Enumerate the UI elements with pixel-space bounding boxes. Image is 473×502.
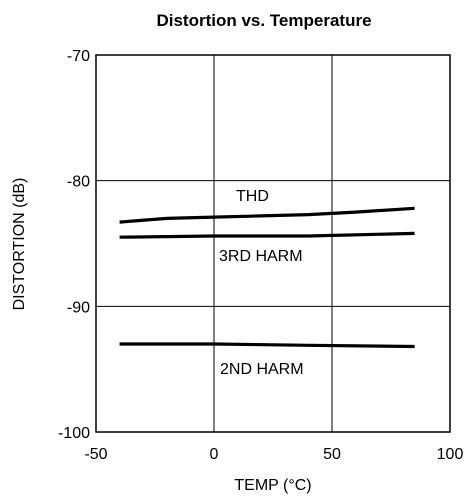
x-tick-labels: -50 0 50 100: [84, 446, 463, 463]
series-line: [119, 206, 415, 224]
y-tick-label: -100: [58, 425, 90, 442]
y-tick-label: -70: [67, 48, 90, 65]
y-tick-label: -90: [67, 299, 90, 316]
y-axis-label: DISTORTION (dB): [11, 178, 28, 311]
series-line: [119, 342, 415, 349]
chart-title: Distortion vs. Temperature: [156, 11, 371, 30]
y-tick-labels: -70 -80 -90 -100: [58, 48, 90, 442]
x-tick-label: 50: [323, 446, 341, 463]
series-label: 2ND HARM: [220, 361, 304, 378]
x-tick-label: 0: [210, 446, 219, 463]
x-tick-label: -50: [84, 446, 107, 463]
series-lines: [119, 206, 415, 349]
x-axis-label: TEMP (°C): [234, 477, 311, 494]
y-tick-label: -80: [67, 174, 90, 191]
plot-frame: [95, 54, 451, 433]
series-labels: THD 3RD HARM 2ND HARM: [219, 188, 304, 378]
series-label: THD: [236, 188, 269, 205]
series-line: [119, 231, 415, 239]
grid: [96, 55, 450, 432]
x-tick-label: 100: [437, 446, 464, 463]
series-label: 3RD HARM: [219, 248, 303, 265]
